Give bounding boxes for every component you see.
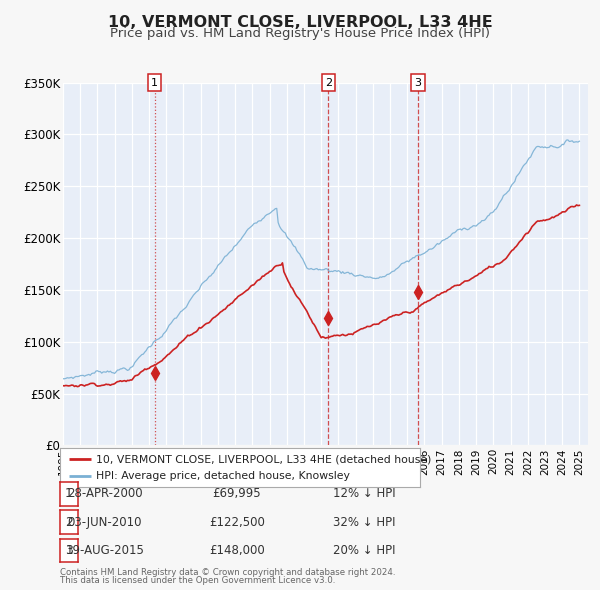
Text: £122,500: £122,500 <box>209 516 265 529</box>
Text: 12% ↓ HPI: 12% ↓ HPI <box>333 487 395 500</box>
Text: 20% ↓ HPI: 20% ↓ HPI <box>333 544 395 557</box>
Text: 28-APR-2000: 28-APR-2000 <box>67 487 143 500</box>
Text: Contains HM Land Registry data © Crown copyright and database right 2024.: Contains HM Land Registry data © Crown c… <box>60 568 395 577</box>
Text: 3: 3 <box>65 544 73 557</box>
Text: £148,000: £148,000 <box>209 544 265 557</box>
Text: HPI: Average price, detached house, Knowsley: HPI: Average price, detached house, Know… <box>96 471 350 481</box>
Text: Price paid vs. HM Land Registry's House Price Index (HPI): Price paid vs. HM Land Registry's House … <box>110 27 490 40</box>
Text: 10, VERMONT CLOSE, LIVERPOOL, L33 4HE (detached house): 10, VERMONT CLOSE, LIVERPOOL, L33 4HE (d… <box>96 454 431 464</box>
Text: 10, VERMONT CLOSE, LIVERPOOL, L33 4HE: 10, VERMONT CLOSE, LIVERPOOL, L33 4HE <box>107 15 493 30</box>
Text: 32% ↓ HPI: 32% ↓ HPI <box>333 516 395 529</box>
Text: This data is licensed under the Open Government Licence v3.0.: This data is licensed under the Open Gov… <box>60 576 335 585</box>
Text: 2: 2 <box>65 516 73 529</box>
Text: 3: 3 <box>415 78 422 87</box>
Text: 1: 1 <box>65 487 73 500</box>
Text: £69,995: £69,995 <box>212 487 262 500</box>
Text: 03-JUN-2010: 03-JUN-2010 <box>68 516 142 529</box>
Text: 2: 2 <box>325 78 332 87</box>
Text: 1: 1 <box>151 78 158 87</box>
Text: 19-AUG-2015: 19-AUG-2015 <box>65 544 145 557</box>
